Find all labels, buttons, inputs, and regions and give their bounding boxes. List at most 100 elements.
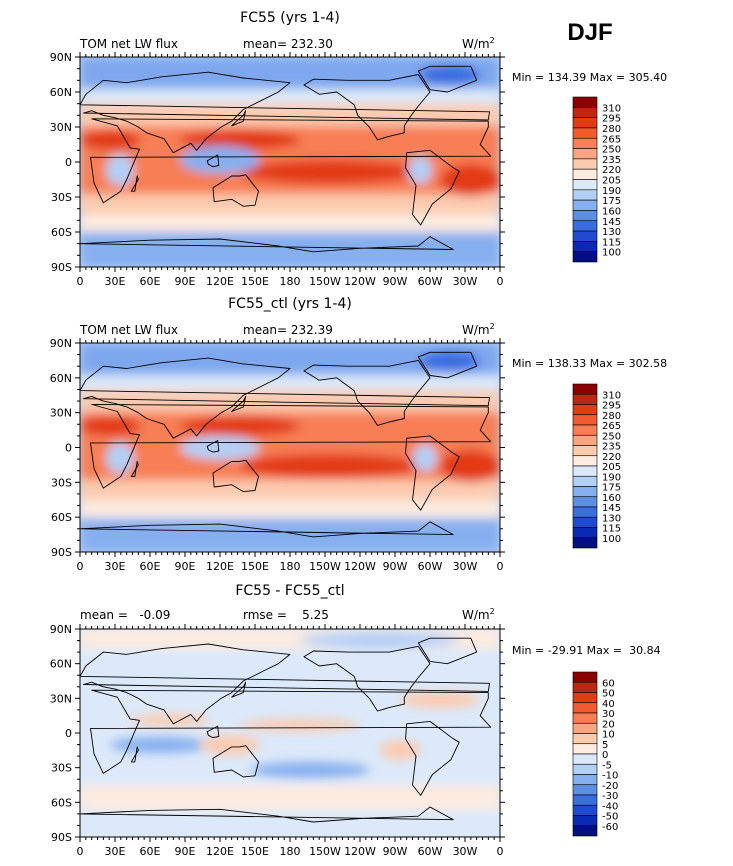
y-tick-label: 60S — [51, 511, 72, 524]
colorbar-label: 160 — [602, 493, 621, 504]
colorbar-label: 100 — [602, 248, 621, 259]
x-tick-label: 30E — [105, 560, 126, 573]
colorbar-swatch — [572, 404, 598, 416]
x-tick-label: 90E — [175, 560, 196, 573]
y-tick-label: 60N — [50, 86, 72, 99]
coastline — [405, 435, 460, 511]
panel-3-units: W/m2 — [462, 607, 495, 622]
x-tick-label: 30E — [105, 275, 126, 288]
colorbar-label: 5 — [602, 740, 608, 751]
colorbar-label: 295 — [602, 401, 621, 412]
x-tick-label: 0 — [77, 845, 84, 858]
colorbar-label: 280 — [602, 411, 621, 422]
colorbar-label: -30 — [602, 791, 618, 802]
panel-3-rmse: rmse = 5.25 — [243, 608, 329, 622]
colorbar-swatch — [572, 96, 598, 108]
colorbar-swatch — [572, 733, 598, 745]
x-tick-label: 120E — [206, 275, 234, 288]
colorbar-label: 190 — [602, 186, 621, 197]
coastline — [231, 681, 247, 698]
colorbar-label: 10 — [602, 730, 615, 741]
coastline — [80, 236, 454, 253]
panel-1-field — [80, 57, 500, 267]
panel-2: FC55_ctl (yrs 1-4) TOM net LW flux mean=… — [50, 296, 667, 573]
y-tick-label: 30N — [50, 121, 72, 134]
coastline — [206, 440, 220, 453]
coastline — [212, 174, 259, 207]
x-tick-label: 60E — [140, 275, 161, 288]
coastline — [130, 175, 139, 192]
colorbar-label: 30 — [602, 709, 615, 720]
colorbar-label: 115 — [602, 524, 621, 535]
colorbar-label: 205 — [602, 462, 621, 473]
panel-2-minmax: Min = 138.33 Max = 302.58 — [512, 357, 667, 370]
colorbar-swatch — [572, 210, 598, 222]
panel-2-field — [80, 343, 500, 552]
colorbar-label: 175 — [602, 483, 621, 494]
panel-3-field — [80, 629, 500, 837]
panel-3-axes: 0 30E 60E 90E 120E 150E 180 150W 120W 90W 60W 30W 09… — [50, 623, 505, 858]
panel-3: FC55 - FC55_ctl mean = -0.09 rmse = 5.25… — [50, 583, 661, 858]
x-tick-label: 90E — [175, 275, 196, 288]
x-tick-label: 150W — [309, 845, 341, 858]
colorbar-label: -40 — [602, 801, 618, 812]
x-tick-label: 120E — [206, 560, 234, 573]
colorbar-label: 50 — [602, 689, 615, 700]
colorbar-label: 175 — [602, 196, 621, 207]
colorbar-swatch — [572, 158, 598, 170]
x-tick-label: 60W — [418, 845, 443, 858]
colorbar-label: 190 — [602, 472, 621, 483]
colorbar-label: -5 — [602, 760, 612, 771]
coastline — [80, 71, 490, 154]
colorbar-swatch — [572, 486, 598, 498]
colorbar-swatch — [572, 753, 598, 765]
coastline — [90, 689, 492, 774]
colorbar-label: 60 — [602, 678, 615, 689]
coastline — [206, 154, 220, 168]
colorbar-label: -10 — [602, 771, 618, 782]
coastline — [405, 149, 460, 226]
coastline — [80, 357, 490, 439]
x-tick-label: 60W — [418, 560, 443, 573]
x-tick-label: 90E — [175, 845, 196, 858]
y-tick-label: 30S — [51, 476, 72, 489]
colorbar-label: 40 — [602, 699, 615, 710]
colorbar-label: -20 — [602, 781, 618, 792]
x-tick-label: 60W — [418, 275, 443, 288]
colorbar-swatch — [572, 137, 598, 149]
colorbar-swatch — [572, 825, 598, 837]
colorbar-swatch — [572, 794, 598, 806]
x-tick-label: 180 — [280, 560, 301, 573]
colorbar-swatch — [572, 465, 598, 477]
panel-1-variable-label: TOM net LW flux — [79, 37, 178, 51]
colorbar-swatch — [572, 506, 598, 518]
colorbar-swatch — [572, 148, 598, 160]
colorbar-swatch — [572, 168, 598, 180]
colorbar-swatch — [572, 251, 598, 263]
x-tick-label: 30E — [105, 845, 126, 858]
panel-1-axes: 0 30E 60E 90E 120E 150E 180 150W 120W 90W 60W 30W 09… — [50, 51, 505, 288]
y-tick-label: 60N — [50, 372, 72, 385]
panel-1: FC55 (yrs 1-4) TOM net LW flux mean= 232… — [50, 10, 667, 288]
y-tick-label: 60S — [51, 796, 72, 809]
coastline — [80, 643, 490, 725]
colorbar-swatch — [572, 702, 598, 714]
panel-1-units: W/m2 — [462, 36, 495, 51]
x-tick-label: 120W — [344, 560, 376, 573]
colorbar-swatch — [572, 774, 598, 786]
coastline — [231, 395, 247, 412]
x-tick-label: 90W — [383, 560, 408, 573]
y-tick-label: 90S — [51, 831, 72, 844]
colorbar-swatch — [572, 199, 598, 211]
colorbar-label: 130 — [602, 513, 621, 524]
colorbar-swatch — [572, 681, 598, 693]
panel-3-title: FC55 - FC55_ctl — [235, 583, 344, 599]
colorbar-label: 310 — [602, 390, 621, 401]
colorbar-label: 220 — [602, 452, 621, 463]
coastline — [231, 110, 247, 127]
panel-2-colorbar: 3102952802652502352202051901751601451301… — [572, 383, 621, 549]
coastline — [405, 720, 460, 796]
colorbar-swatch — [572, 455, 598, 467]
